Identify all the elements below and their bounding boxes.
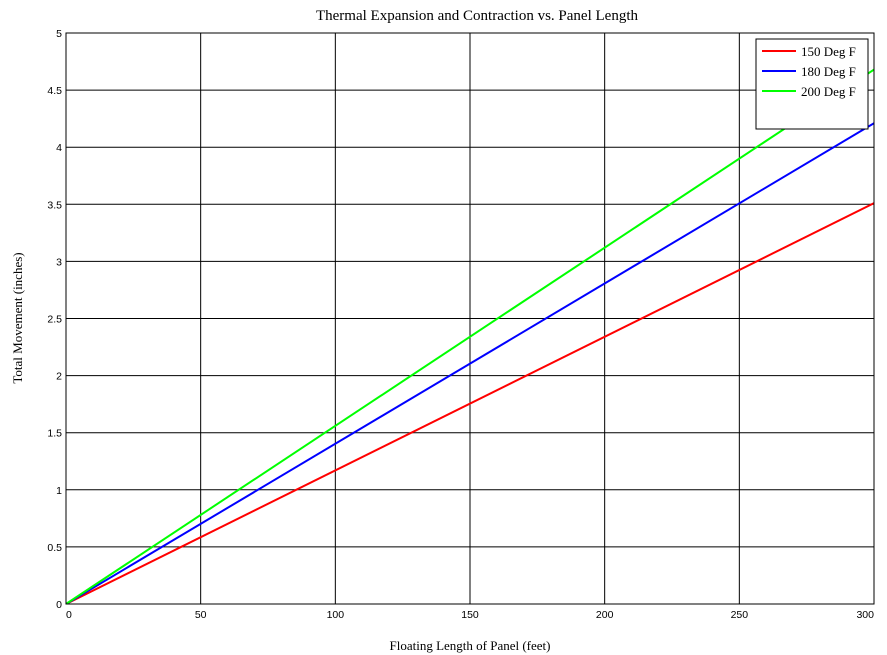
y-tick-label: 0.5	[47, 542, 62, 554]
legend-box	[755, 38, 869, 130]
y-tick-label: 5	[56, 28, 62, 40]
x-tick-label: 200	[596, 609, 614, 621]
y-tick-label: 2.5	[47, 314, 62, 326]
x-tick-label: 50	[195, 609, 207, 621]
series-line-3	[66, 68, 874, 604]
y-tick-label: 3	[56, 256, 62, 268]
y-tick-label: 4	[56, 142, 62, 154]
y-tick-label: 1	[56, 485, 62, 497]
legend: 150 Deg F 180 Deg F 200 Deg F	[755, 38, 869, 130]
series-line-2	[66, 122, 874, 604]
y-tick-label: 3.5	[47, 199, 62, 211]
y-tick-label: 0	[56, 599, 62, 611]
x-axis-label: Floating Length of Panel (feet)	[389, 638, 550, 653]
x-tick-label: 300	[856, 609, 874, 621]
y-axis-label: Total Movement (inches)	[10, 252, 25, 383]
grid	[65, 32, 875, 605]
chart-title: Thermal Expansion and Contraction vs. Pa…	[316, 8, 639, 24]
x-tick-label: 150	[461, 609, 479, 621]
y-tick-label: 1.5	[47, 428, 62, 440]
series-lines	[66, 68, 874, 604]
x-tick-label: 0	[66, 609, 72, 621]
legend-label-2: 180 Deg F	[801, 64, 856, 79]
x-tick-label: 250	[731, 609, 749, 621]
series-line-1	[66, 202, 874, 604]
tick-labels: 0 50 100 150 200 250 300 0 0.5 1 1.5 2 2.5 3 3.5 4 4.5 5	[47, 28, 874, 621]
y-tick-label: 2	[56, 371, 62, 383]
x-tick-label: 100	[327, 609, 345, 621]
legend-label-1: 150 Deg F	[801, 44, 856, 59]
y-tick-label: 4.5	[47, 85, 62, 97]
legend-label-3: 200 Deg F	[801, 84, 856, 99]
plot-frame	[65, 32, 875, 605]
